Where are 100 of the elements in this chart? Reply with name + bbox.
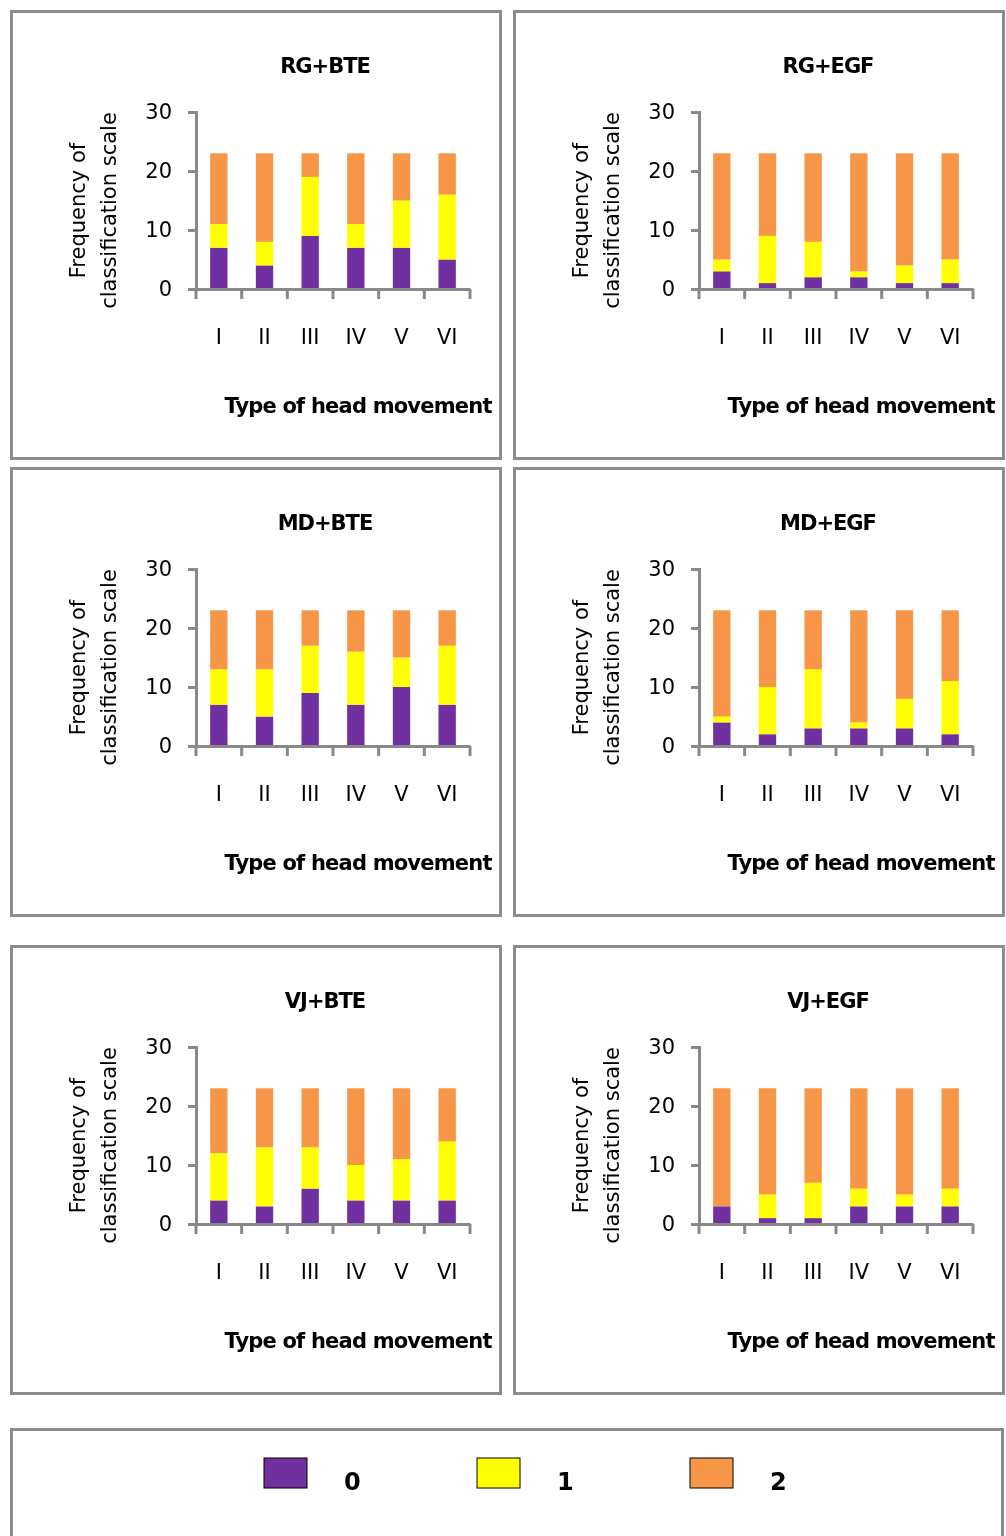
bar (210, 1088, 228, 1154)
x-tick-label: IV (848, 324, 870, 349)
bar (210, 1153, 228, 1201)
x-tick-label: I (718, 324, 725, 349)
x-tick-label: IV (848, 1259, 870, 1284)
bar (255, 153, 274, 242)
bar (255, 265, 274, 289)
bar (438, 610, 456, 646)
bar (941, 734, 959, 746)
x-tick-label: III (803, 324, 823, 349)
bar (210, 1200, 228, 1224)
y-tick-label: 20 (648, 616, 675, 641)
bar (895, 1088, 914, 1195)
bar (210, 610, 228, 670)
y-tick-label: 30 (648, 100, 675, 125)
bar (804, 669, 822, 729)
bar (392, 1200, 411, 1224)
bar (438, 1141, 456, 1201)
bar (850, 271, 868, 278)
y-axis-title: Frequency of classification scale (66, 1047, 121, 1244)
x-tick-label: VI (436, 1259, 458, 1284)
x-tick-label: VI (939, 781, 961, 806)
bar (850, 1088, 868, 1189)
x-tick-label: V (897, 324, 913, 349)
y-tick-label: 0 (158, 1212, 172, 1237)
bar (713, 259, 731, 272)
bar (438, 153, 456, 195)
x-tick-label: II (258, 781, 271, 806)
x-tick-label: V (394, 781, 410, 806)
bar (347, 651, 365, 705)
bar (758, 235, 777, 284)
y-tick-label: 0 (661, 277, 675, 302)
bar (392, 610, 411, 658)
bar (347, 704, 365, 746)
x-tick-label: IV (848, 781, 870, 806)
bar (301, 610, 319, 646)
chart-title: VJ+BTE (284, 989, 366, 1013)
x-tick-label: II (761, 781, 774, 806)
bar (758, 1088, 777, 1195)
bar (438, 645, 456, 705)
y-tick-label: 30 (145, 1035, 172, 1060)
x-tick-label: II (761, 1259, 774, 1284)
y-tick-label: 20 (648, 159, 675, 184)
x-tick-label: II (258, 324, 271, 349)
y-tick-label: 0 (661, 1212, 675, 1237)
bar (941, 610, 959, 682)
y-tick-label: 10 (648, 675, 675, 700)
bar (392, 153, 411, 201)
bar (941, 259, 959, 284)
chart-title: MD+BTE (277, 511, 373, 535)
x-axis-title: Type of head movement (224, 1329, 493, 1353)
y-tick-label: 30 (145, 100, 172, 125)
bar (895, 1194, 914, 1207)
bar (804, 277, 822, 289)
x-axis-title: Type of head movement (727, 1329, 996, 1353)
x-tick-label: VI (436, 781, 458, 806)
chart-title: RG+BTE (280, 54, 370, 78)
bar (713, 153, 731, 260)
y-tick-label: 20 (648, 1094, 675, 1119)
bar (255, 716, 274, 746)
bar (758, 734, 777, 746)
bar (758, 153, 777, 236)
y-axis-title: Frequency of classification scale (66, 569, 121, 766)
bar (438, 704, 456, 746)
bar (210, 247, 228, 289)
x-tick-label: V (897, 781, 913, 806)
bar (804, 1088, 822, 1183)
bar (347, 610, 365, 652)
x-axis-title: Type of head movement (224, 394, 493, 418)
bar (713, 271, 731, 289)
legend-label: 0 (344, 1468, 361, 1496)
x-tick-label: III (803, 1259, 823, 1284)
chart-title: VJ+EGF (787, 989, 869, 1013)
x-tick-label: II (761, 324, 774, 349)
y-tick-label: 20 (145, 616, 172, 641)
x-tick-label: VI (436, 324, 458, 349)
bar (392, 657, 411, 687)
bar (392, 1159, 411, 1201)
x-tick-label: V (394, 1259, 410, 1284)
y-tick-label: 0 (158, 734, 172, 759)
bar (392, 247, 411, 289)
x-tick-label: I (215, 781, 222, 806)
y-tick-label: 20 (145, 1094, 172, 1119)
bar (210, 153, 228, 225)
bar (941, 1188, 959, 1207)
bar (347, 1165, 365, 1201)
bar (850, 1188, 868, 1207)
bar (713, 1206, 731, 1224)
x-tick-label: III (803, 781, 823, 806)
bar (210, 704, 228, 746)
bar (301, 1147, 319, 1189)
y-tick-label: 10 (145, 675, 172, 700)
bar (301, 176, 319, 236)
bar (392, 200, 411, 248)
bar (895, 153, 914, 266)
bar (347, 224, 365, 248)
bar (301, 645, 319, 693)
bar (941, 1088, 959, 1189)
y-axis-title: Frequency of classification scale (569, 112, 624, 309)
y-tick-label: 0 (158, 277, 172, 302)
